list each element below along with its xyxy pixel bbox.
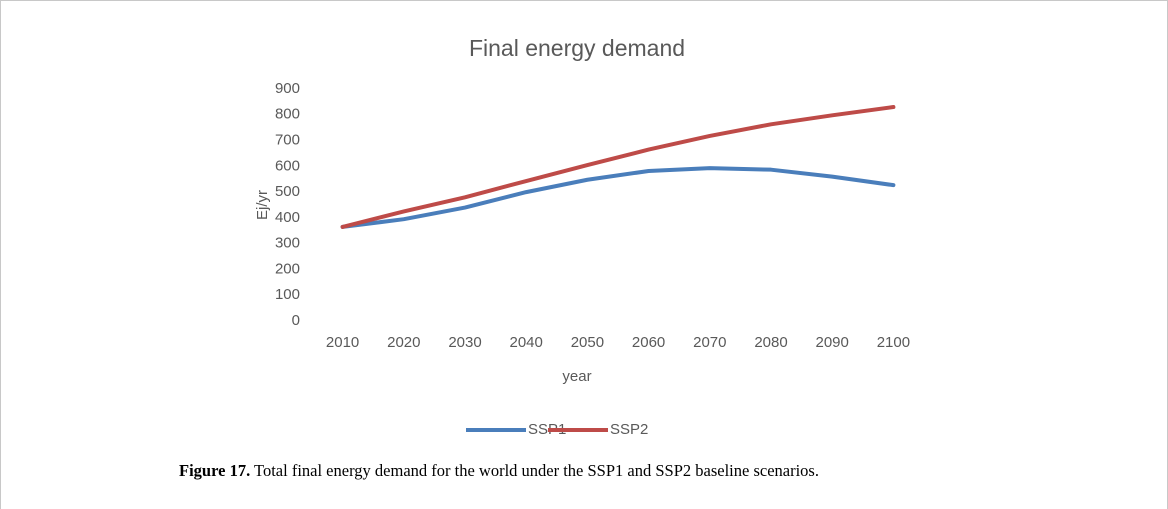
- y-tick-label: 600: [275, 157, 300, 174]
- y-tick-label: 100: [275, 286, 300, 303]
- x-tick-label: 2070: [693, 334, 726, 351]
- y-tick-label: 700: [275, 132, 300, 149]
- legend-label: SSP2: [610, 421, 648, 438]
- caption-text: Total final energy demand for the world …: [254, 461, 819, 480]
- x-tick-label: 2090: [816, 334, 849, 351]
- chart-title: Final energy demand: [469, 35, 685, 61]
- legend-label: SSP1: [528, 421, 566, 438]
- y-tick-label: 800: [275, 106, 300, 123]
- x-tick-label: 2100: [877, 334, 910, 351]
- x-axis-label: year: [562, 368, 591, 385]
- x-tick-label: 2030: [448, 334, 481, 351]
- series-line: [340, 166, 896, 229]
- y-tick-label: 300: [275, 235, 300, 252]
- x-tick-label: 2080: [754, 334, 787, 351]
- x-tick-label: 2050: [571, 334, 604, 351]
- x-tick-label: 2010: [326, 334, 359, 351]
- y-axis-label: Ej/yr: [254, 190, 271, 220]
- y-tick-label: 0: [292, 312, 300, 329]
- y-tick-label: 400: [275, 209, 300, 226]
- y-tick-label: 200: [275, 260, 300, 277]
- series-line: [340, 105, 896, 229]
- caption: Figure 17. Total final energy demand for…: [179, 461, 819, 480]
- x-tick-label: 2020: [387, 334, 420, 351]
- y-tick-label: 500: [275, 183, 300, 200]
- y-tick-label: 900: [275, 80, 300, 97]
- x-tick-label: 2040: [510, 334, 543, 351]
- caption-label: Figure 17.: [179, 461, 250, 480]
- x-tick-label: 2060: [632, 334, 665, 351]
